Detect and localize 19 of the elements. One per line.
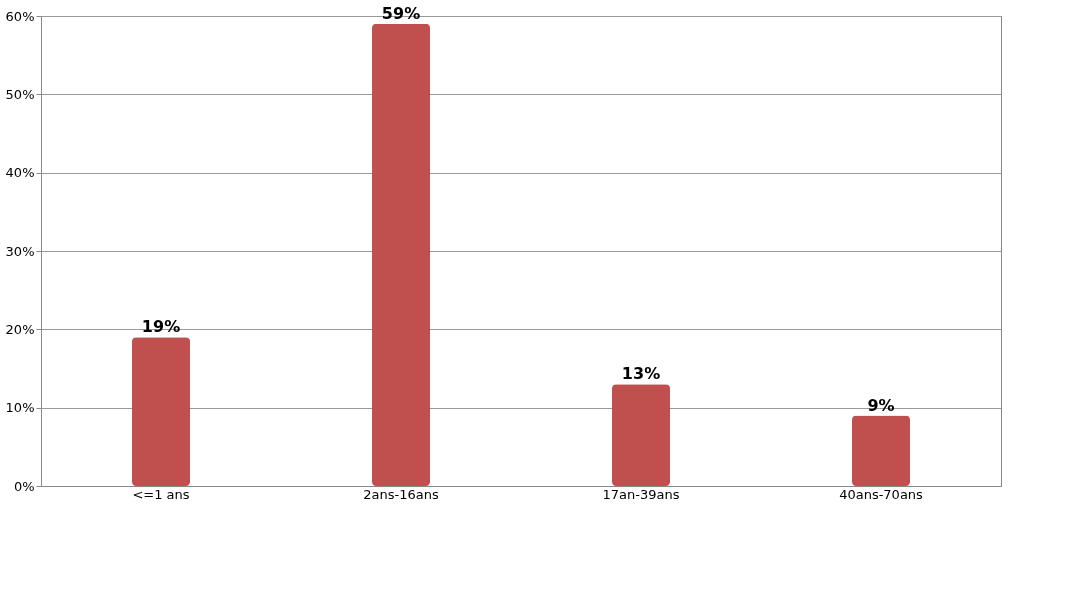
x-tick-label: 2ans-16ans — [363, 486, 439, 502]
y-tick-label: 40% — [5, 165, 35, 181]
bar — [612, 384, 670, 486]
x-tick-label: 17an-39ans — [602, 486, 680, 502]
y-tick-label: 20% — [5, 321, 35, 337]
data-label: 13% — [621, 364, 661, 384]
bar — [132, 337, 190, 486]
y-tick-label: 0% — [13, 478, 35, 494]
data-label: 59% — [381, 3, 421, 23]
bar — [372, 23, 430, 486]
y-tick-label: 10% — [5, 400, 35, 416]
y-tick-label: 30% — [5, 243, 35, 259]
data-label: 19% — [141, 317, 181, 337]
x-tick-label: <=1 ans — [132, 486, 190, 502]
bar — [852, 415, 910, 486]
y-tick-label: 60% — [5, 8, 35, 24]
x-tick-label: 40ans-70ans — [839, 486, 924, 502]
data-label: 9% — [867, 395, 895, 415]
y-tick-label: 50% — [5, 86, 35, 102]
